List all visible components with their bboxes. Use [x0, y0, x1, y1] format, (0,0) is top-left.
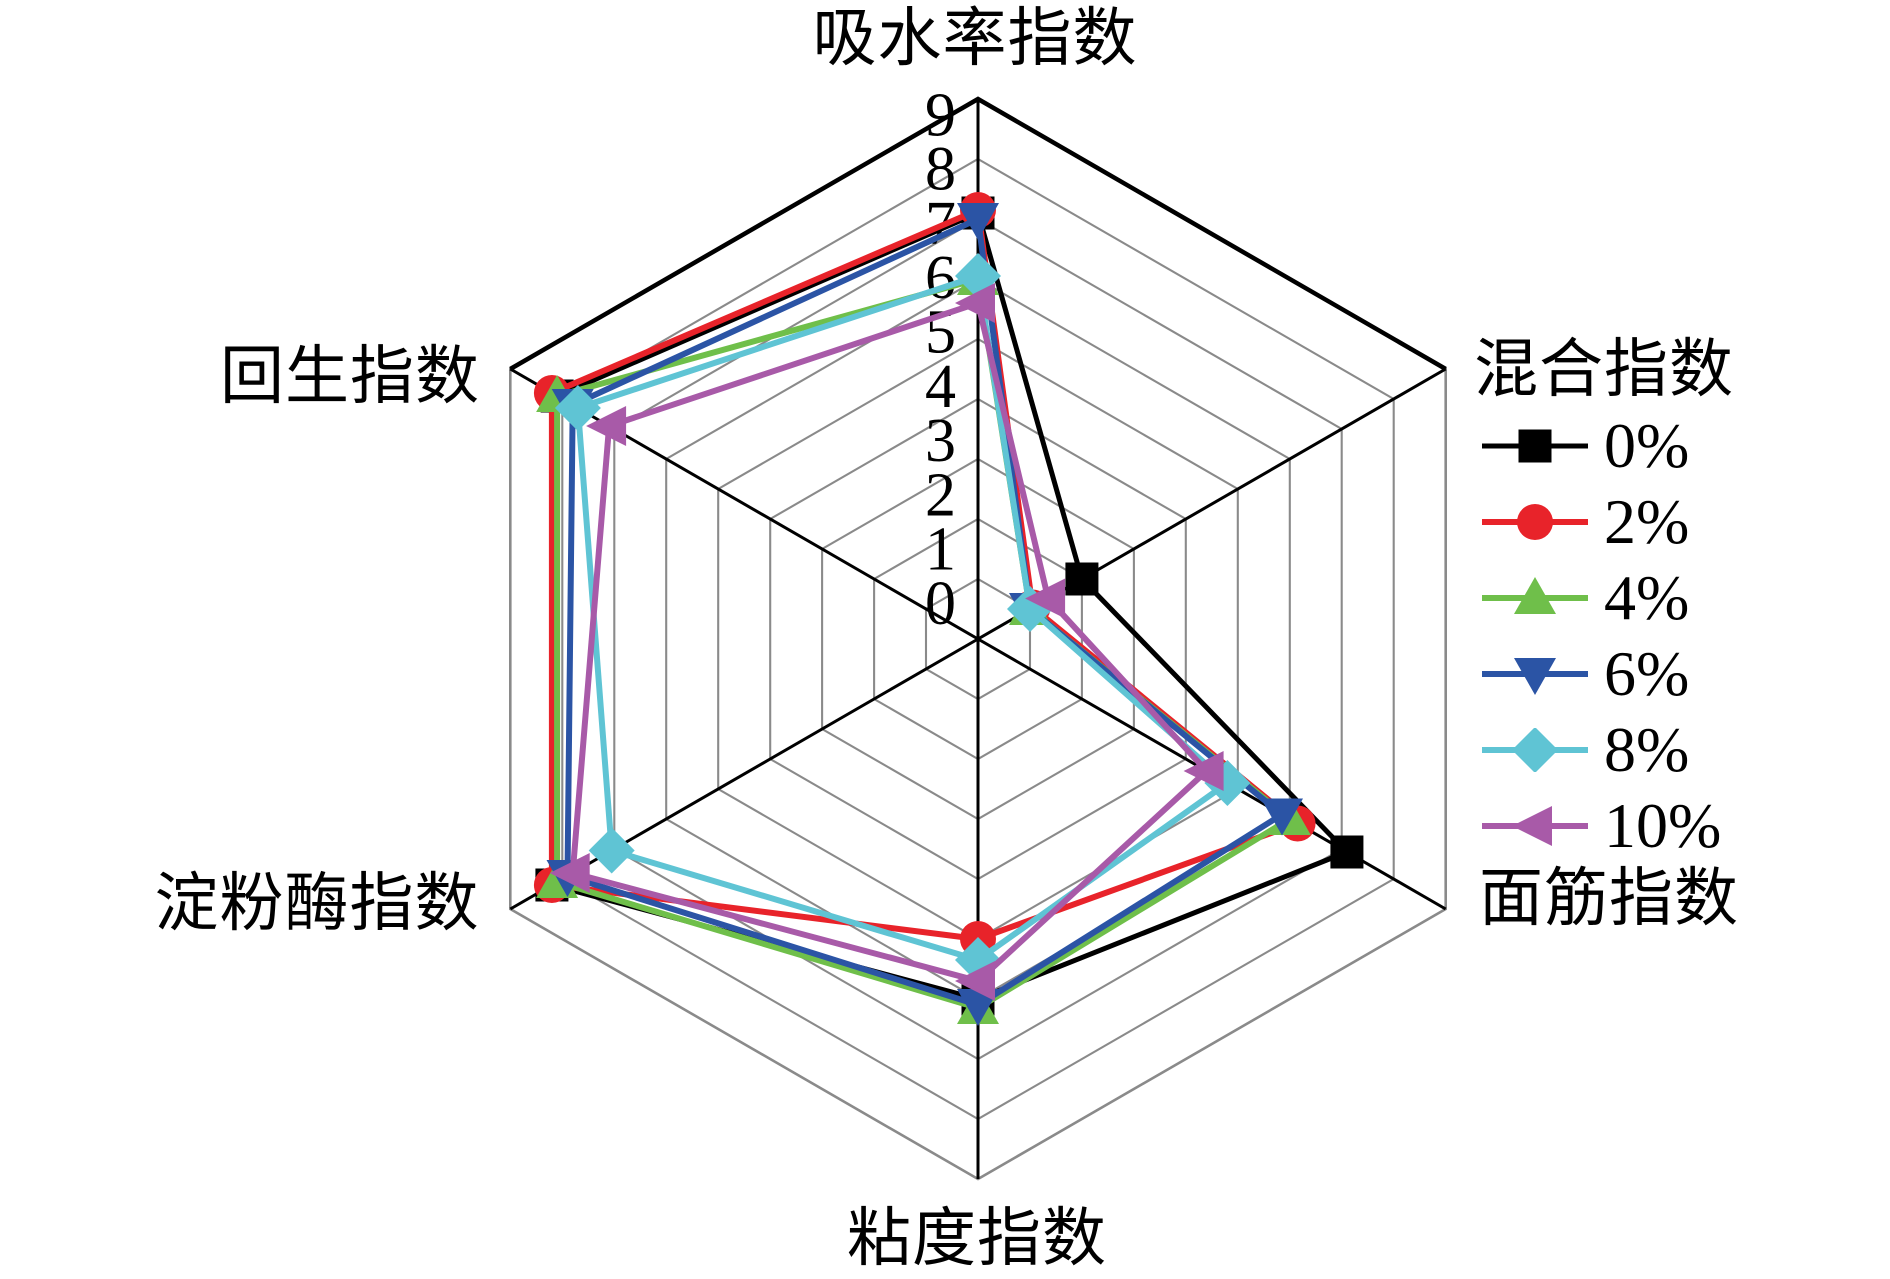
- marker-circle: [1517, 504, 1553, 540]
- tick-label: 8: [925, 136, 956, 204]
- axis-label-gluten-index: 面筋指数: [1479, 863, 1739, 934]
- marker-triangle-up: [1514, 577, 1556, 614]
- marker-triangle-down: [1261, 798, 1303, 836]
- legend-label: 0%: [1604, 410, 1690, 481]
- legend-label: 4%: [1604, 562, 1690, 633]
- marker-square: [1518, 429, 1552, 463]
- legend-marker-triangle-up: [1482, 577, 1588, 614]
- marker-triangle-left: [955, 283, 995, 323]
- tick-label: 3: [925, 407, 956, 475]
- legend-label: 2%: [1604, 486, 1690, 557]
- tick-label: 4: [925, 353, 956, 421]
- axis-label-amylase-index: 淀粉酶指数: [154, 868, 480, 939]
- legend-item-6pct: 6%: [1480, 636, 1721, 712]
- marker-square: [1065, 562, 1099, 596]
- legend-label: 6%: [1604, 638, 1690, 709]
- marker-triangle-left: [1183, 751, 1224, 791]
- marker-triangle-left: [1512, 806, 1552, 846]
- marker-diamond: [1512, 728, 1558, 772]
- axis-label-water-absorption-index: 吸水率指数: [812, 3, 1138, 74]
- marker-diamond: [588, 827, 635, 874]
- legend: 0% 2% 4% 6% 8% 10%: [1480, 408, 1721, 864]
- legend-item-10pct: 10%: [1480, 788, 1721, 864]
- axis-label-viscosity-index: 粘度指数: [847, 1203, 1107, 1274]
- legend-marker-square: [1482, 429, 1588, 463]
- tick-label: 6: [925, 244, 956, 312]
- axis-label-retrogradation-index: 回生指数: [220, 341, 480, 412]
- legend-marker-triangle-down: [1482, 658, 1588, 695]
- marker-triangle-left: [1025, 578, 1066, 619]
- marker-triangle-down: [957, 989, 999, 1026]
- marker-diamond: [554, 385, 601, 431]
- tick-label: 2: [925, 461, 956, 529]
- tick-label: 9: [925, 81, 956, 149]
- axis-label-mixing-index: 混合指数: [1474, 334, 1734, 405]
- marker-triangle-down: [957, 203, 999, 240]
- legend-marker-circle: [1482, 504, 1588, 540]
- legend-item-8pct: 8%: [1480, 712, 1721, 788]
- legend-label: 10%: [1604, 790, 1722, 861]
- marker-square: [1330, 835, 1364, 869]
- tick-label: 0: [925, 570, 956, 638]
- marker-triangle-left: [586, 406, 627, 446]
- series-line-8%: [574, 272, 1233, 964]
- marker-triangle-down: [1514, 658, 1556, 695]
- tick-label: 1: [925, 516, 956, 584]
- legend-label: 8%: [1604, 714, 1690, 785]
- legend-marker-triangle-left: [1482, 806, 1588, 846]
- legend-marker-diamond: [1482, 728, 1588, 772]
- legend-item-4pct: 4%: [1480, 560, 1721, 636]
- marker-triangle-left: [549, 853, 590, 893]
- marker-triangle-left: [955, 961, 995, 1001]
- legend-item-0pct: 0%: [1480, 408, 1721, 484]
- legend-item-2pct: 2%: [1480, 484, 1721, 560]
